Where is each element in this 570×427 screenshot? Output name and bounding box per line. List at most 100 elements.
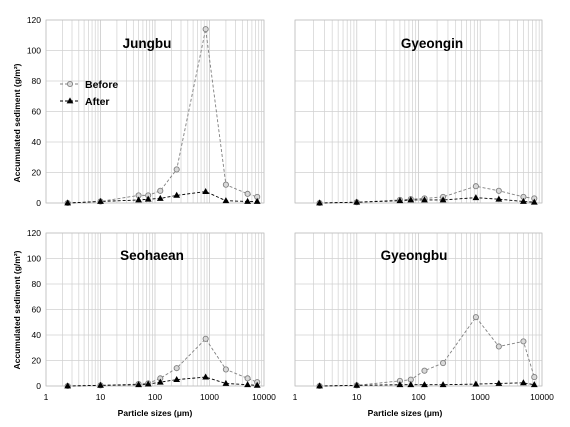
before-point	[495, 343, 502, 350]
after-point	[316, 199, 323, 206]
chart-panel-gyeongin: Gyeongin	[294, 19, 543, 207]
series-line-after	[67, 376, 258, 387]
after-point	[222, 197, 230, 204]
x-axis-label-right: Particle sizes (μm)	[368, 408, 443, 418]
y-tick-label: 40	[32, 330, 42, 340]
before-point	[244, 375, 251, 382]
x-tick-label: 100	[411, 392, 425, 402]
legend-label-before: Before	[85, 79, 118, 91]
y-tick-label: 60	[32, 107, 42, 117]
series-line-after	[319, 197, 535, 204]
series-line-before	[67, 29, 258, 204]
after-point	[421, 196, 428, 203]
after-point	[97, 197, 104, 204]
after-point	[156, 194, 164, 201]
after-point	[396, 197, 404, 204]
legend-label-after: After	[85, 96, 110, 108]
series-line-before	[319, 316, 535, 387]
before-point	[157, 187, 164, 194]
after-point	[421, 381, 428, 388]
after-point	[520, 197, 527, 204]
after-point	[439, 196, 447, 203]
y-tick-label: 60	[32, 305, 42, 315]
x-tick-label: 1	[44, 392, 49, 402]
legend-marker-before	[66, 80, 74, 88]
after-point	[173, 376, 181, 383]
after-point	[144, 380, 152, 387]
before-point	[222, 366, 229, 373]
panel-title: Jungbu	[123, 36, 172, 51]
before-point	[421, 367, 428, 374]
before-point	[173, 365, 180, 372]
panel-title: Gyeongbu	[381, 248, 448, 263]
y-tick-label: 120	[27, 15, 41, 25]
x-tick-label: 1000	[471, 392, 490, 402]
panel-title: Gyeongin	[401, 36, 463, 51]
x-tick-label: 10000	[530, 392, 554, 402]
y-tick-label: 100	[27, 254, 41, 264]
after-point	[135, 381, 142, 388]
after-point	[407, 381, 415, 388]
before-point	[495, 187, 502, 194]
after-point	[520, 379, 527, 386]
y-tick-label: 120	[27, 228, 41, 238]
after-point	[407, 196, 415, 203]
after-point	[353, 198, 361, 205]
after-point	[353, 381, 361, 388]
x-tick-label: 100	[148, 392, 162, 402]
y-tick-label: 40	[32, 137, 42, 147]
plot-frame	[294, 19, 543, 204]
x-tick-label: 10	[352, 392, 362, 402]
after-point	[439, 381, 447, 388]
legend-marker-after	[66, 97, 74, 104]
y-tick-label: 20	[32, 168, 42, 178]
after-point	[472, 380, 480, 387]
after-point	[253, 381, 261, 388]
after-point	[244, 381, 251, 388]
after-point	[156, 378, 164, 385]
before-point	[222, 181, 229, 188]
after-point	[495, 379, 503, 386]
after-point	[173, 191, 181, 198]
series-line-before	[319, 185, 535, 204]
after-point	[472, 194, 480, 201]
y-tick-label: 80	[32, 279, 42, 289]
after-point	[316, 382, 323, 389]
after-point	[495, 195, 503, 202]
after-point	[144, 195, 152, 202]
before-point	[472, 183, 479, 190]
x-tick-label: 1000	[200, 392, 219, 402]
before-point	[173, 166, 180, 173]
series-line-after	[319, 382, 535, 387]
before-point	[440, 359, 447, 367]
after-point	[202, 373, 210, 380]
after-point	[202, 187, 210, 194]
before-point	[531, 374, 538, 381]
after-point	[530, 381, 538, 388]
after-point	[530, 198, 538, 205]
after-point	[244, 197, 251, 204]
y-tick-label: 100	[27, 46, 41, 56]
before-point	[472, 314, 479, 321]
after-point	[64, 382, 72, 389]
after-point	[222, 379, 230, 386]
before-point	[244, 190, 251, 197]
plot-frame	[294, 232, 543, 387]
after-point	[135, 196, 142, 203]
before-point	[202, 335, 209, 342]
after-point	[396, 381, 404, 388]
plot-frame	[45, 19, 265, 204]
x-tick-label: 10	[96, 392, 106, 402]
x-tick-label: 10000	[252, 392, 276, 402]
y-axis-label-bottom: Accumulated sediment (g/m²)	[12, 250, 22, 369]
legend: Before After	[60, 79, 118, 108]
y-axis-label-top: Accumulated sediment (g/m²)	[12, 63, 22, 182]
before-point	[202, 26, 209, 33]
after-point	[253, 197, 261, 204]
y-tick-label: 20	[32, 356, 42, 366]
chart-panel-gyeongbu: 1 10 100 1000 10000 Gyeongbu	[293, 232, 554, 402]
x-axis-label-left: Particle sizes (μm)	[118, 408, 193, 418]
plot-frame	[45, 232, 265, 387]
